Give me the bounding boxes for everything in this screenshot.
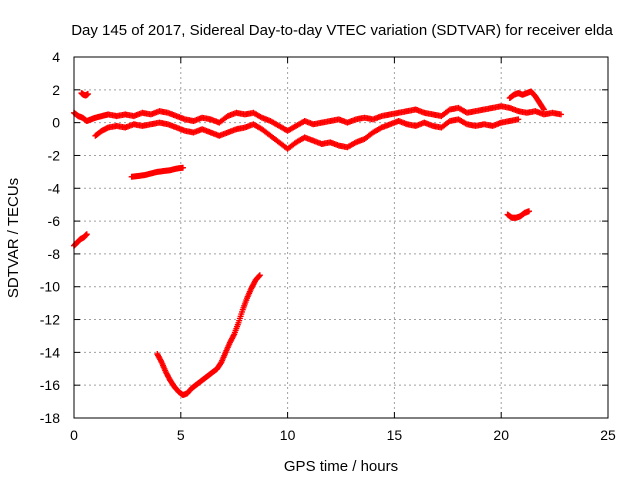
data-point [525,208,532,215]
y-tick-label: 2 [52,82,60,98]
y-tick-label: -12 [40,312,60,328]
x-tick-label: 5 [177,427,185,443]
y-axis-label: SDTVAR / TECUs [5,178,22,298]
plot-frame [73,56,609,419]
series-main-band-upper [71,103,565,134]
x-tick-label: 15 [387,427,403,443]
grid-lines [74,57,608,418]
y-tick-label: 4 [52,49,60,65]
data-point [179,164,186,171]
x-tick-label: 10 [280,427,296,443]
series-short-segment-near-1-8 [78,90,91,99]
data-point [256,273,263,280]
y-tick-label: -6 [48,213,61,229]
x-tick-label: 0 [70,427,78,443]
series-upper-segment [506,88,547,113]
x-tick-labels: 0 5 10 15 20 25 [70,427,616,443]
axis-ticks [73,56,609,419]
data-point [540,106,547,113]
y-tick-label: -4 [48,180,61,196]
y-tick-label: -16 [40,377,60,393]
data-point [540,105,547,112]
series-deep-dip [154,272,263,399]
chart-title: Day 145 of 2017, Sidereal Day-to-day VTE… [71,22,613,39]
series-segment-near-3 [128,164,186,180]
data-point [84,90,91,97]
data-point [558,111,565,118]
x-tick-label: 25 [600,427,616,443]
y-tick-label: -10 [40,279,60,295]
y-tick-label: 0 [52,115,60,131]
data-point [515,116,522,123]
data-point [256,272,263,279]
data-point [83,231,90,238]
y-tick-label: -14 [40,344,60,360]
x-tick-label: 20 [493,427,509,443]
data-points [71,88,565,399]
series-segment-near-5-7 [504,208,532,221]
series-segment-near-7 [71,231,90,249]
y-tick-label: -18 [40,410,60,426]
y-tick-label: -8 [48,246,61,262]
y-tick-labels: -18 -16 -14 -12 -10 -8 -6 -4 -2 0 2 4 [40,49,60,426]
series-main-band-lower [92,116,522,152]
y-tick-label: -2 [48,147,61,163]
x-axis-label: GPS time / hours [284,458,398,475]
